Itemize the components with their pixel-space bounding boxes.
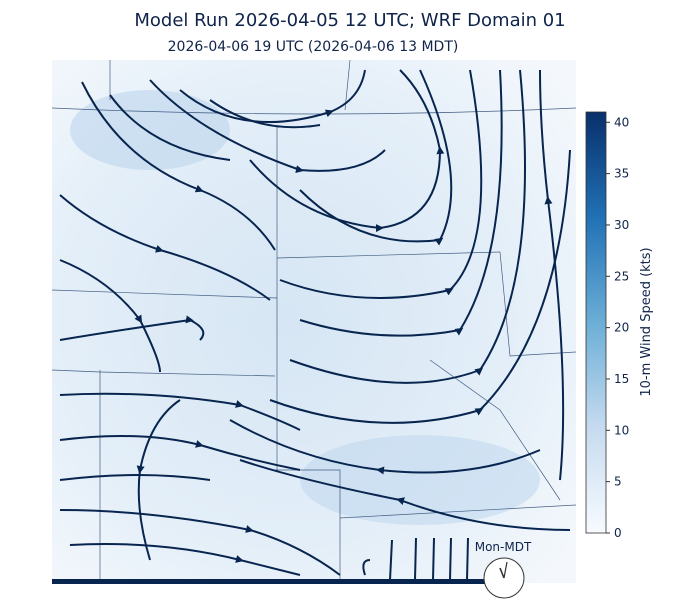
colorbar: 10-m Wind Speed (kts) 0 5 10 15 20 25 30 35 40 xyxy=(585,111,654,540)
clock-label: Mon-MDT xyxy=(475,540,532,554)
colorbar-tick-label: 15 xyxy=(614,372,629,386)
colorbar-tick-label: 10 xyxy=(614,423,629,437)
colorbar-tick-label: 5 xyxy=(614,475,622,489)
colorbar-tick-label: 40 xyxy=(614,115,629,129)
colorbar-label: 10-m Wind Speed (kts) xyxy=(639,247,654,396)
colorbar-tick-label: 0 xyxy=(614,526,622,540)
wind-field xyxy=(300,435,540,525)
clock-hand xyxy=(499,567,505,579)
colorbar-tick-label: 30 xyxy=(614,218,629,232)
bottom-bar xyxy=(52,579,502,584)
colorbar-scale xyxy=(585,111,607,534)
title: Model Run 2026-04-05 12 UTC; WRF Domain … xyxy=(134,10,565,31)
colorbar-tick-label: 20 xyxy=(614,321,629,335)
colorbar-tick-label: 35 xyxy=(614,167,629,181)
streamlines xyxy=(59,69,571,581)
clock-hand xyxy=(503,561,508,579)
colorbar-tick-label: 25 xyxy=(614,269,629,283)
subtitle: 2026-04-06 19 UTC (2026-04-06 13 MDT) xyxy=(168,39,459,55)
map: Mon-MDT xyxy=(51,59,577,599)
